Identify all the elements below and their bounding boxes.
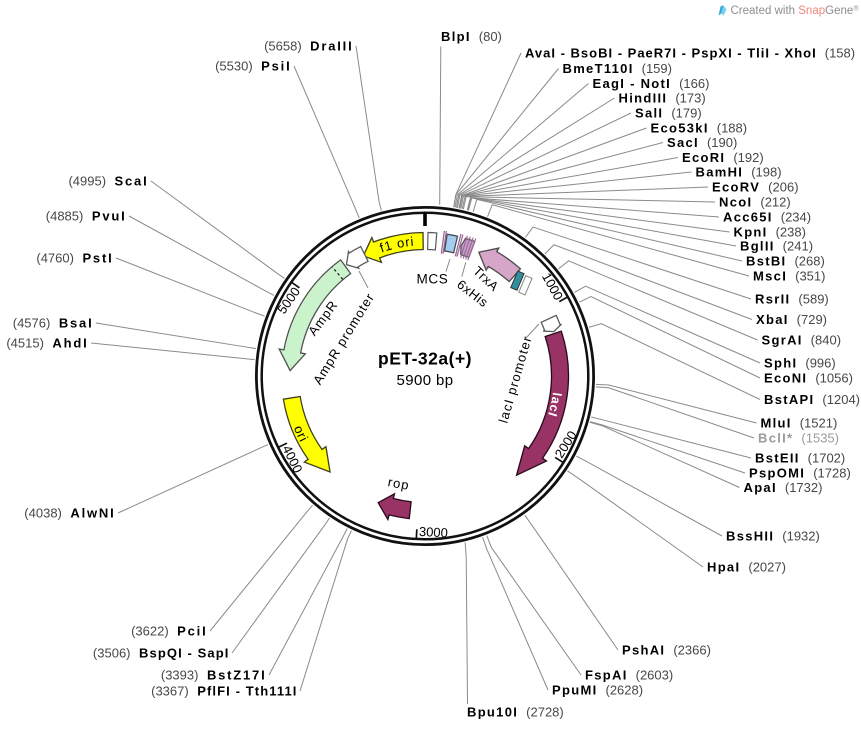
svg-text:NcoI(212): NcoI (212) [719,195,791,210]
svg-text:BstAPI(1204): BstAPI (1204) [764,392,860,407]
svg-text:PpuMI(2628): PpuMI (2628) [552,683,643,698]
svg-text:SacI(190): SacI (190) [667,135,737,150]
svg-text:lacI: lacI [545,392,564,419]
svg-text:MscI(351): MscI (351) [753,269,825,284]
svg-text:ori: ori [291,423,312,444]
svg-text:(4515)AhdI: (4515) AhdI [6,336,88,351]
svg-text:(4885)PvuI: (4885) PvuI [46,209,127,224]
svg-text:SgrAI(840): SgrAI (840) [762,333,842,348]
svg-text:KpnI(238): KpnI (238) [734,225,806,240]
svg-text:BlpI(80): BlpI (80) [441,29,502,44]
svg-text:MCS: MCS [417,272,449,287]
svg-text:HpaI(2027): HpaI (2027) [707,560,786,575]
svg-text:(3367)PflFI - Tth111I: (3367) PflFI - Tth111I [151,684,297,699]
svg-text:BstEII(1702): BstEII (1702) [755,451,845,466]
svg-text:FspAI(2603): FspAI (2603) [585,668,673,683]
svg-text:HindIII(173): HindIII (173) [619,91,706,106]
svg-text:(3393)BstZ17I: (3393) BstZ17I [161,668,267,683]
svg-text:MluI(1521): MluI (1521) [761,416,838,431]
svg-text:(4995)ScaI: (4995) ScaI [68,174,148,189]
svg-text:PshAI(2366): PshAI (2366) [622,643,711,658]
svg-text:Eco53kI(188): Eco53kI (188) [651,121,748,136]
svg-text:pET-32a(+): pET-32a(+) [378,349,472,369]
svg-text:BglII(241): BglII (241) [740,239,813,254]
svg-text:(3506)BspQI - SapI: (3506) BspQI - SapI [93,646,230,661]
svg-text:(4038)AlwNI: (4038) AlwNI [24,506,115,521]
svg-text:3000: 3000 [419,524,449,541]
svg-text:rop: rop [387,474,411,493]
svg-text:(4576)BsaI: (4576) BsaI [13,316,94,331]
svg-text:EcoRI(192): EcoRI (192) [682,150,764,165]
svg-text:5900 bp: 5900 bp [396,372,453,389]
svg-text:BssHII(1932): BssHII (1932) [726,529,820,544]
svg-text:EagI - NotI(166): EagI - NotI (166) [593,76,710,91]
svg-text:Bpu10I(2728): Bpu10I (2728) [467,705,564,720]
svg-text:EcoRV(206): EcoRV (206) [712,180,799,195]
svg-text:PspOMI(1728): PspOMI (1728) [749,466,851,481]
svg-text:AvaI - BsoBI - PaeR7I - PspXI: AvaI - BsoBI - PaeR7I - PspXI - TliI - X… [525,46,855,61]
svg-text:RsrII(589): RsrII (589) [755,292,829,307]
svg-text:ApaI(1732): ApaI (1732) [744,480,823,495]
svg-text:BmeT110I(159): BmeT110I (159) [563,61,672,76]
svg-text:(5658)DraIII: (5658) DraIII [264,39,353,54]
svg-text:XbaI(729): XbaI (729) [756,312,827,327]
svg-text:BstBI(268): BstBI (268) [746,254,825,269]
svg-text:(4760)PstI: (4760) PstI [36,251,113,266]
svg-text:BamHI(198): BamHI (198) [696,165,782,180]
svg-text:EcoNI(1056): EcoNI (1056) [764,371,853,386]
svg-text:BclI*(1535): BclI* (1535) [758,431,839,446]
svg-text:SalI(179): SalI (179) [635,106,702,121]
svg-text:(3622)PciI: (3622) PciI [131,624,207,639]
svg-text:Acc65I(234): Acc65I (234) [723,210,811,225]
svg-text:(5530)PsiI: (5530) PsiI [215,59,291,74]
svg-text:SphI(996): SphI (996) [764,356,836,371]
svg-text:Created with SnapGene®: Created with SnapGene® [731,4,860,18]
